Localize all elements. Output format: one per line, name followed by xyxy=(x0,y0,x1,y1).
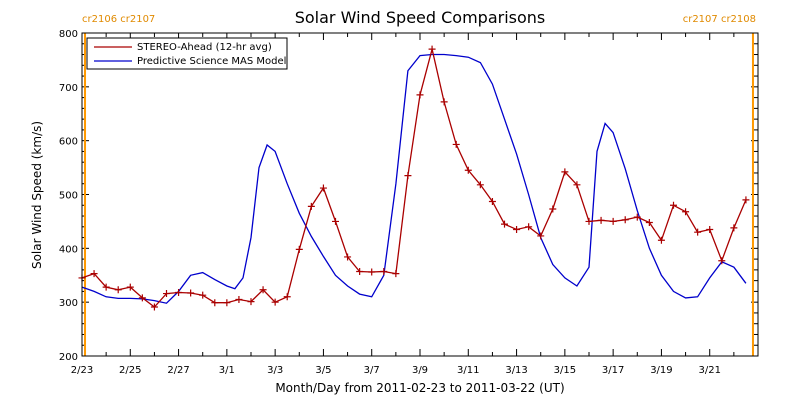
stereo-data-point xyxy=(525,223,533,231)
x-tick-label: 2/25 xyxy=(119,365,141,376)
plot-frame xyxy=(81,32,759,357)
stereo-data-point xyxy=(247,298,255,306)
stereo-data-point xyxy=(549,205,557,213)
x-tick-label: 3/11 xyxy=(457,365,479,376)
stereo-data-point xyxy=(488,197,496,205)
x-tick-label: 3/17 xyxy=(602,365,624,376)
stereo-data-point xyxy=(90,270,98,278)
stereo-data-point xyxy=(706,225,714,233)
stereo-data-point xyxy=(368,268,376,276)
x-tick-label: 3/15 xyxy=(554,365,576,376)
stereo-data-point xyxy=(682,208,690,216)
stereo-data-point xyxy=(537,232,545,240)
legend-box xyxy=(86,37,288,70)
stereo-data-point xyxy=(259,286,267,294)
stereo-data-point xyxy=(211,299,219,307)
x-tick-label: 3/13 xyxy=(505,365,527,376)
y-tick-label: 200 xyxy=(59,352,78,363)
y-axis-label: Solar Wind Speed (km/s) xyxy=(30,121,44,269)
y-tick-label: 700 xyxy=(59,83,78,94)
carrington-left-label: cr2106 cr2107 xyxy=(82,14,155,25)
stereo-data-point xyxy=(670,201,677,209)
stereo-data-point xyxy=(621,216,629,224)
y-tick-label: 600 xyxy=(59,137,78,148)
stereo-data-point xyxy=(114,286,122,294)
stereo-data-point xyxy=(307,202,315,210)
stereo-data-point xyxy=(428,45,436,53)
mas-model-line xyxy=(81,53,747,304)
stereo-data-point xyxy=(513,225,521,233)
legend-label-model: Predictive Science MAS Model xyxy=(137,56,286,67)
stereo-data-point xyxy=(452,140,460,148)
x-tick-label: 3/19 xyxy=(650,365,672,376)
stereo-data-point xyxy=(633,213,641,221)
stereo-data-point xyxy=(501,220,508,228)
stereo-data-point xyxy=(392,270,400,278)
x-tick-label: 3/21 xyxy=(698,365,720,376)
stereo-data-point xyxy=(657,236,665,244)
y-tick-label: 400 xyxy=(59,244,78,255)
x-tick-label: 3/7 xyxy=(364,365,380,376)
legend-label-stereo: STEREO-Ahead (12-hr avg) xyxy=(137,42,272,53)
x-tick-label: 3/1 xyxy=(219,365,235,376)
stereo-data-point xyxy=(645,218,653,226)
stereo-data-point xyxy=(718,257,726,265)
stereo-data-point xyxy=(126,283,134,291)
stereo-data-point xyxy=(356,267,364,275)
x-tick-label: 3/9 xyxy=(412,365,428,376)
stereo-data-point xyxy=(416,91,424,99)
stereo-data-point xyxy=(694,228,702,236)
stereo-data-point xyxy=(223,299,231,307)
stereo-data-point xyxy=(476,181,484,189)
y-tick-label: 300 xyxy=(59,298,78,309)
chart-title: Solar Wind Speed Comparisons xyxy=(295,8,546,27)
x-axis-label: Month/Day from 2011-02-23 to 2011-03-22 … xyxy=(275,381,564,395)
carrington-right-label: cr2107 cr2108 xyxy=(683,14,756,25)
stereo-data-point xyxy=(187,289,195,297)
x-tick-label: 3/5 xyxy=(315,365,331,376)
stereo-data-point xyxy=(597,216,605,224)
y-tick-label: 500 xyxy=(59,191,78,202)
stereo-data-point xyxy=(235,295,243,303)
stereo-speed-line xyxy=(81,49,747,308)
stereo-data-point xyxy=(404,172,412,180)
stereo-data-point xyxy=(609,217,617,225)
x-tick-label: 2/27 xyxy=(167,365,189,376)
stereo-data-point xyxy=(742,196,750,204)
stereo-data-point xyxy=(175,288,183,296)
stereo-data-point xyxy=(102,283,110,291)
stereo-data-point xyxy=(271,298,279,306)
x-tick-label: 3/3 xyxy=(267,365,283,376)
stereo-data-point xyxy=(332,217,339,225)
stereo-data-point xyxy=(464,166,472,174)
x-tick-label: 2/23 xyxy=(71,365,93,376)
stereo-data-point xyxy=(730,224,738,232)
stereo-data-point xyxy=(561,168,569,176)
stereo-data-point xyxy=(199,291,207,299)
stereo-data-point xyxy=(585,217,593,225)
stereo-data-point xyxy=(295,245,303,253)
stereo-data-point xyxy=(380,267,388,275)
stereo-data-point xyxy=(440,98,448,106)
stereo-data-point xyxy=(573,181,581,189)
y-tick-label: 800 xyxy=(59,29,78,40)
stereo-data-point xyxy=(163,290,170,298)
stereo-data-point xyxy=(138,294,146,302)
stereo-data-point xyxy=(344,253,352,261)
stereo-data-point xyxy=(150,303,158,311)
stereo-data-point xyxy=(319,184,327,192)
legend: STEREO-Ahead (12-hr avg) Predictive Scie… xyxy=(86,37,288,70)
stereo-data-point xyxy=(283,293,291,301)
